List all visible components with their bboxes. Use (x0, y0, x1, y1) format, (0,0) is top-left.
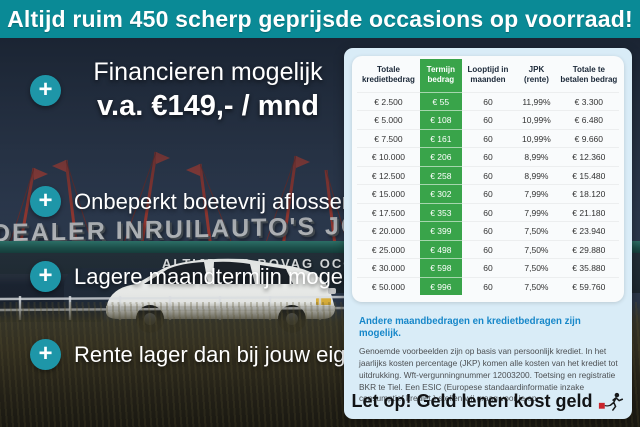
cell-totaal: € 21.180 (558, 202, 619, 222)
cell-looptijd: 60 (461, 258, 515, 278)
table-row: € 12.500 € 258 60 8,99% € 15.480 (357, 165, 619, 185)
cell-termijnbedrag: € 55 (419, 91, 462, 111)
cell-totaal: € 29.880 (558, 239, 619, 259)
cell-looptijd: 60 (461, 276, 515, 296)
cell-kredietbedrag: € 5.000 (357, 110, 420, 130)
cell-looptijd: 60 (461, 202, 515, 222)
col-header-totaal: Totale te betalen bedrag (560, 65, 618, 85)
cell-totaal: € 3.300 (558, 91, 619, 111)
finance-table: Totale kredietbedrag Termijn bedrag Loop… (357, 59, 619, 296)
cell-jpk: 7,50% (514, 258, 559, 278)
cell-kredietbedrag: € 30.000 (357, 258, 420, 278)
table-row: € 25.000 € 498 60 7,50% € 29.880 (357, 239, 619, 259)
table-row: € 5.000 € 108 60 10,99% € 6.480 (357, 110, 619, 130)
cell-kredietbedrag: € 17.500 (357, 202, 420, 222)
table-row: € 7.500 € 161 60 10,99% € 9.660 (357, 128, 619, 148)
cell-kredietbedrag: € 12.500 (357, 165, 420, 185)
table-row: € 10.000 € 206 60 8,99% € 12.360 (357, 147, 619, 167)
cell-jpk: 7,50% (514, 239, 559, 259)
cell-jpk: 7,50% (514, 221, 559, 241)
cell-termijnbedrag: € 302 (419, 184, 462, 204)
cell-termijnbedrag: € 108 (419, 110, 462, 130)
benefit-title: Onbeperkt boetevrij aflossen (74, 188, 355, 214)
cell-looptijd: 60 (461, 110, 515, 130)
table-row: € 2.500 € 55 60 11,99% € 3.300 (357, 91, 619, 111)
benefit-title: Lagere maandtermijn mogelijk (74, 263, 369, 289)
plus-icon: + (30, 186, 61, 217)
benefit-item-financieren: + Financieren mogelijk v.a. €149,- / mnd (30, 58, 342, 123)
cell-looptijd: 60 (461, 147, 515, 167)
cell-totaal: € 23.940 (558, 221, 619, 241)
cell-termijnbedrag: € 598 (419, 258, 462, 278)
cell-termijnbedrag: € 353 (419, 202, 462, 222)
cell-termijnbedrag: € 206 (419, 147, 462, 167)
table-row: € 15.000 € 302 60 7,99% € 18.120 (357, 184, 619, 204)
cell-kredietbedrag: € 7.500 (357, 128, 420, 148)
table-row: € 17.500 € 353 60 7,99% € 21.180 (357, 202, 619, 222)
disclaimer-body: Genoemde voorbeelden zijn op basis van p… (359, 346, 618, 404)
cell-jpk: 10,99% (514, 128, 559, 148)
credit-warning-text: Let op! Geld lenen kost geld (351, 391, 593, 411)
top-banner: Altijd ruim 450 scherp geprijsde occasio… (0, 0, 640, 38)
cell-jpk: 7,50% (514, 276, 559, 296)
plus-icon: + (30, 261, 61, 292)
cell-totaal: € 59.760 (558, 276, 619, 296)
cell-looptijd: 60 (461, 128, 515, 148)
cell-totaal: € 9.660 (558, 128, 619, 148)
cell-kredietbedrag: € 25.000 (357, 239, 420, 259)
disclaimer-section: Andere maandbedragen en kredietbedragen … (359, 316, 619, 405)
cell-jpk: 8,99% (514, 147, 559, 167)
cell-looptijd: 60 (461, 165, 515, 185)
benefit-item-aflossen: + Onbeperkt boetevrij aflossen (30, 186, 354, 217)
table-header-row: Totale kredietbedrag Termijn bedrag Loop… (357, 59, 619, 93)
benefit-subtitle: v.a. €149,- / mnd (97, 90, 319, 122)
benefit-item-maandtermijn: + Lagere maandtermijn mogelijk (30, 261, 369, 292)
cell-jpk: 10,99% (514, 110, 559, 130)
plus-icon: + (30, 339, 61, 370)
cell-jpk: 8,99% (514, 165, 559, 185)
table-row: € 50.000 € 996 60 7,50% € 59.760 (357, 276, 619, 296)
col-header-kredietbedrag: Totale kredietbedrag (361, 65, 415, 85)
cell-termijnbedrag: € 399 (419, 221, 462, 241)
table-row: € 20.000 € 399 60 7,50% € 23.940 (357, 221, 619, 241)
cell-jpk: 7,99% (514, 184, 559, 204)
col-header-looptijd: Looptijd in maanden (467, 65, 509, 85)
cell-kredietbedrag: € 10.000 (357, 147, 420, 167)
cell-kredietbedrag: € 2.500 (357, 91, 420, 111)
cell-kredietbedrag: € 15.000 (357, 184, 420, 204)
cell-totaal: € 12.360 (558, 147, 619, 167)
cell-termijnbedrag: € 161 (419, 128, 462, 148)
col-header-termijnbedrag: Termijn bedrag (419, 59, 462, 93)
disclaimer-heading: Andere maandbedragen en kredietbedragen … (359, 316, 581, 340)
cell-termijnbedrag: € 498 (419, 239, 462, 259)
cell-kredietbedrag: € 50.000 (357, 276, 420, 296)
geld-lenen-kost-geld-icon (598, 392, 623, 411)
cell-totaal: € 35.880 (558, 258, 619, 278)
cell-totaal: € 15.480 (558, 165, 619, 185)
credit-warning: Let op! Geld lenen kost geld (344, 391, 632, 412)
cell-looptijd: 60 (461, 221, 515, 241)
finance-panel: Totale kredietbedrag Termijn bedrag Loop… (344, 48, 632, 419)
cell-jpk: 7,99% (514, 202, 559, 222)
col-header-jpk: JPK (rente) (523, 65, 549, 85)
benefit-title: Financieren mogelijk (93, 58, 323, 86)
benefit-text: Financieren mogelijk v.a. €149,- / mnd (74, 58, 342, 123)
cell-totaal: € 18.120 (558, 184, 619, 204)
cell-looptijd: 60 (461, 239, 515, 259)
cell-looptijd: 60 (461, 184, 515, 204)
finance-table-card: Totale kredietbedrag Termijn bedrag Loop… (352, 56, 624, 302)
table-row: € 30.000 € 598 60 7,50% € 35.880 (357, 258, 619, 278)
banner-text: Altijd ruim 450 scherp geprijsde occasio… (7, 5, 633, 32)
cell-termijnbedrag: € 258 (419, 165, 462, 185)
cell-totaal: € 6.480 (558, 110, 619, 130)
cell-looptijd: 60 (461, 91, 515, 111)
cell-jpk: 11,99% (514, 91, 559, 111)
cell-kredietbedrag: € 20.000 (357, 221, 420, 241)
cell-termijnbedrag: € 996 (419, 276, 462, 296)
plus-icon: + (30, 75, 61, 106)
